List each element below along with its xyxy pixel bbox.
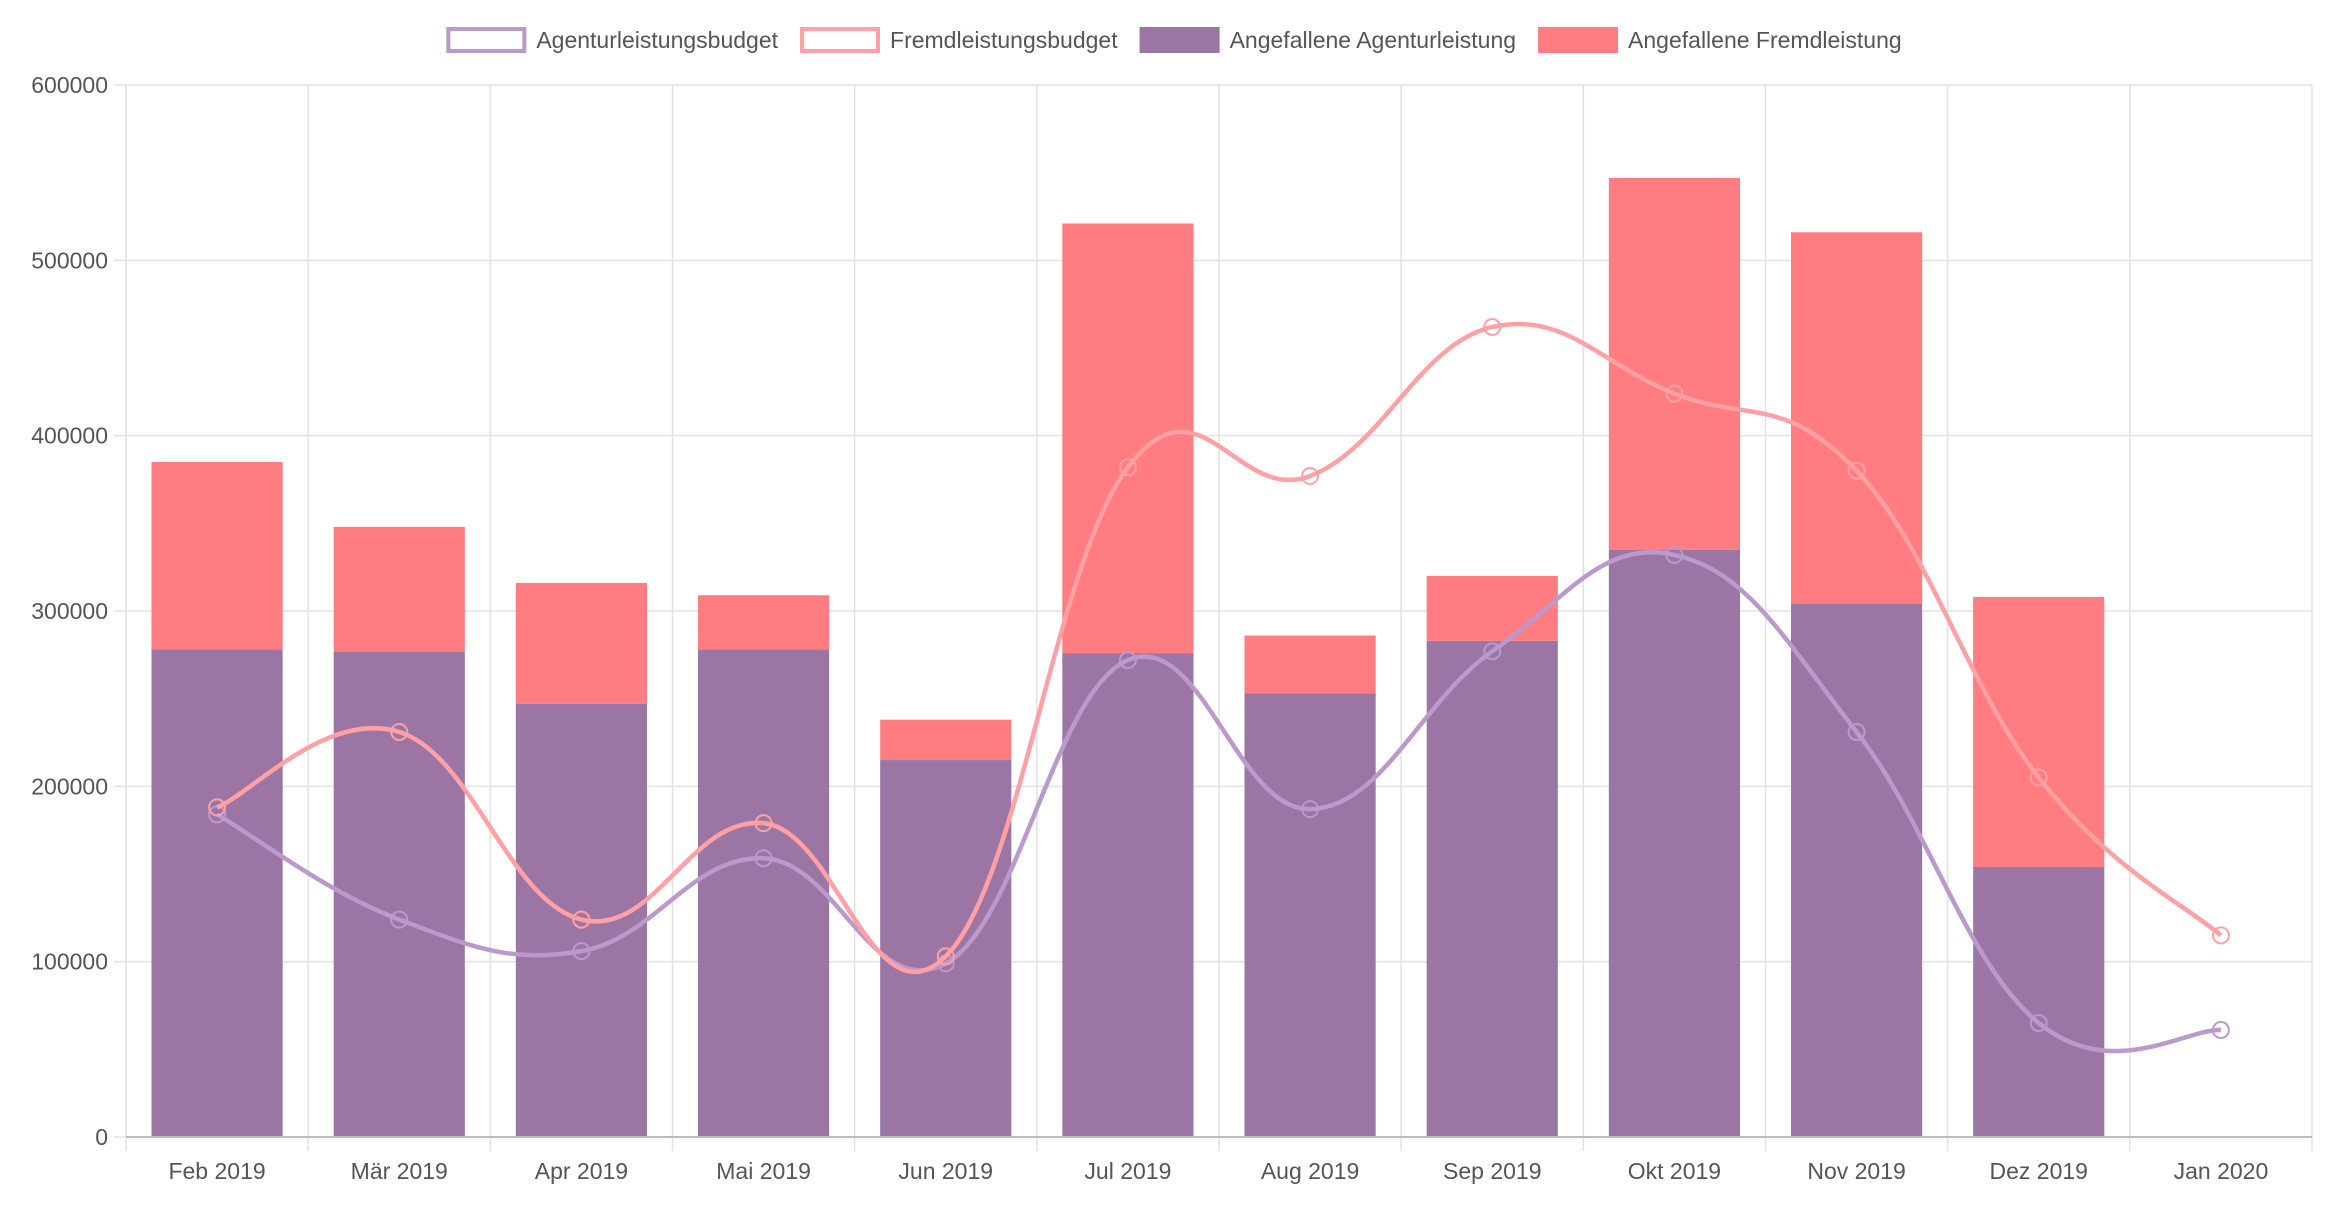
point-agenturleistungsbudget-nov-2019[interactable] <box>1847 722 1866 741</box>
point-fremdleistungsbudget-feb-2019[interactable] <box>208 798 227 817</box>
point-fremdleistungsbudget-apr-2019[interactable] <box>572 910 591 929</box>
bar-angefallene-agenturleistung-feb-2019[interactable] <box>151 649 283 1137</box>
point-agenturleistungsbudget-sep-2019[interactable] <box>1483 642 1502 661</box>
y-tick-label: 300000 <box>31 598 108 624</box>
point-fremdleistungsbudget-jan-2020[interactable] <box>2211 926 2230 945</box>
bar-angefallene-fremdleistung-okt-2019[interactable] <box>1608 177 1740 550</box>
legend-label: Agenturleistungsbudget <box>536 27 778 53</box>
x-tick-label-jan-2020: Jan 2020 <box>2174 1158 2269 1184</box>
legend-item-fremdleistungsbudget[interactable]: Fremdleistungsbudget <box>800 27 1118 53</box>
bar-angefallene-fremdleistung-apr-2019[interactable] <box>515 582 647 704</box>
point-fremdleistungsbudget-aug-2019[interactable] <box>1301 466 1320 485</box>
bar-angefallene-fremdleistung-dez-2019[interactable] <box>1973 596 2105 867</box>
point-agenturleistungsbudget-dez-2019[interactable] <box>2029 1014 2048 1033</box>
bar-angefallene-agenturleistung-dez-2019[interactable] <box>1973 866 2105 1137</box>
bar-angefallene-agenturleistung-mai-2019[interactable] <box>698 649 830 1137</box>
bar-angefallene-agenturleistung-jul-2019[interactable] <box>1062 653 1194 1137</box>
point-agenturleistungsbudget-jan-2020[interactable] <box>2211 1021 2230 1040</box>
point-agenturleistungsbudget-jul-2019[interactable] <box>1118 651 1137 670</box>
bar-angefallene-agenturleistung-nov-2019[interactable] <box>1791 603 1923 1137</box>
legend-label: Fremdleistungsbudget <box>890 27 1118 53</box>
x-tick-label-aug-2019: Aug 2019 <box>1261 1158 1359 1184</box>
axes: 0 100000 200000 300000 400000 500000 600000 Feb… <box>31 72 2312 1184</box>
point-agenturleistungsbudget-maer-2019[interactable] <box>390 910 409 929</box>
legend-swatch <box>800 27 881 53</box>
legend-item-angefallene-fremdleistung[interactable]: Angefallene Fremdleistung <box>1538 27 1902 53</box>
x-tick-label-dez-2019: Dez 2019 <box>1990 1158 2088 1184</box>
legend-item-angefallene-agenturleistung[interactable]: Angefallene Agenturleistung <box>1139 27 1516 53</box>
y-tick-label: 600000 <box>31 72 108 98</box>
point-fremdleistungsbudget-jun-2019[interactable] <box>936 947 955 966</box>
bar-angefallene-fremdleistung-feb-2019[interactable] <box>151 461 283 650</box>
bar-angefallene-fremdleistung-nov-2019[interactable] <box>1791 232 1923 604</box>
legend-swatch <box>446 27 527 53</box>
x-tick-label-maer-2019: Mär 2019 <box>351 1158 448 1184</box>
x-tick-label-feb-2019: Feb 2019 <box>168 1158 265 1184</box>
legend[interactable]: Agenturleistungsbudget Fremdleistungsbudg… <box>446 27 1902 53</box>
legend-item-agenturleistungsbudget[interactable]: Agenturleistungsbudget <box>446 27 779 53</box>
y-tick-label: 200000 <box>31 773 108 799</box>
bar-angefallene-agenturleistung-okt-2019[interactable] <box>1608 549 1740 1137</box>
point-fremdleistungsbudget-mai-2019[interactable] <box>754 814 773 833</box>
bar-angefallene-fremdleistung-sep-2019[interactable] <box>1426 575 1558 641</box>
y-tick-label: 500000 <box>31 247 108 273</box>
bar-angefallene-fremdleistung-jul-2019[interactable] <box>1062 223 1194 654</box>
point-fremdleistungsbudget-nov-2019[interactable] <box>1847 461 1866 480</box>
x-tick-label-jun-2019: Jun 2019 <box>898 1158 993 1184</box>
x-tick-label-apr-2019: Apr 2019 <box>535 1158 628 1184</box>
point-fremdleistungsbudget-jul-2019[interactable] <box>1118 458 1137 477</box>
legend-label: Angefallene Fremdleistung <box>1628 27 1902 53</box>
legend-swatch <box>1538 27 1619 53</box>
line-fremdleistungsbudget[interactable] <box>216 321 2223 975</box>
x-tick-label-nov-2019: Nov 2019 <box>1807 1158 1905 1184</box>
budget-lines <box>208 317 2230 1054</box>
point-agenturleistungsbudget-okt-2019[interactable] <box>1665 545 1684 564</box>
point-fremdleistungsbudget-sep-2019[interactable] <box>1483 317 1502 336</box>
y-tick-label: 0 <box>95 1124 108 1150</box>
x-tick-label-sep-2019: Sep 2019 <box>1443 1158 1541 1184</box>
bar-angefallene-fremdleistung-jun-2019[interactable] <box>880 719 1012 761</box>
bar-angefallene-agenturleistung-aug-2019[interactable] <box>1244 693 1376 1137</box>
bar-angefallene-fremdleistung-maer-2019[interactable] <box>333 526 465 652</box>
point-agenturleistungsbudget-apr-2019[interactable] <box>572 942 591 961</box>
bar-angefallene-agenturleistung-sep-2019[interactable] <box>1426 640 1558 1137</box>
point-agenturleistungsbudget-aug-2019[interactable] <box>1301 800 1320 819</box>
y-tick-label: 400000 <box>31 423 108 449</box>
x-tick-label-okt-2019: Okt 2019 <box>1628 1158 1721 1184</box>
legend-label: Angefallene Agenturleistung <box>1230 27 1516 53</box>
x-tick-label-jul-2019: Jul 2019 <box>1084 1158 1171 1184</box>
point-agenturleistungsbudget-mai-2019[interactable] <box>754 849 773 868</box>
legend-swatch <box>1139 27 1220 53</box>
point-fremdleistungsbudget-okt-2019[interactable] <box>1665 384 1684 403</box>
bar-angefallene-fremdleistung-mai-2019[interactable] <box>698 595 830 650</box>
bar-angefallene-fremdleistung-aug-2019[interactable] <box>1244 635 1376 694</box>
x-tick-label-mai-2019: Mai 2019 <box>716 1158 811 1184</box>
y-tick-label: 100000 <box>31 949 108 975</box>
bars <box>151 177 2105 1137</box>
line-agenturleistungsbudget[interactable] <box>215 550 2222 1054</box>
point-fremdleistungsbudget-maer-2019[interactable] <box>390 722 409 741</box>
point-fremdleistungsbudget-dez-2019[interactable] <box>2029 768 2048 787</box>
